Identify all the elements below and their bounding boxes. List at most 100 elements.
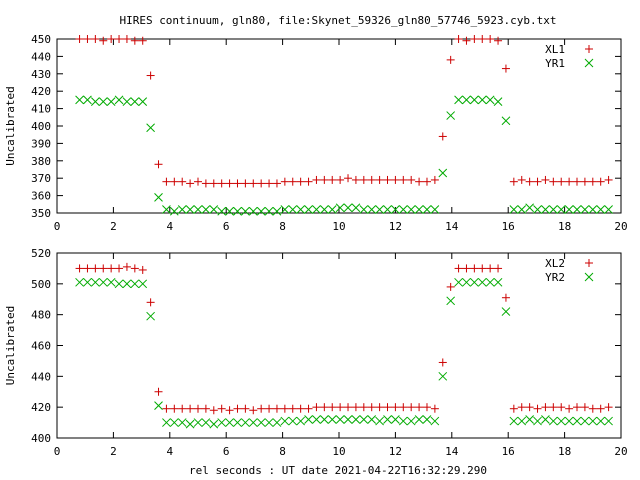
x-tick-label: 16 xyxy=(502,445,515,458)
data-point-XL2 xyxy=(209,406,218,415)
data-point-XL1 xyxy=(249,179,258,188)
data-point-YR1 xyxy=(501,116,511,126)
data-point-XL1 xyxy=(486,35,495,43)
data-point-YR1 xyxy=(319,205,329,214)
data-point-XL1 xyxy=(130,36,139,45)
data-point-XL2 xyxy=(573,403,582,412)
data-point-YR1 xyxy=(517,205,527,214)
data-point-XL2 xyxy=(233,404,242,413)
x-tick-label: 6 xyxy=(223,220,230,233)
data-point-YR1 xyxy=(375,205,384,214)
x-tick-label: 0 xyxy=(54,220,61,233)
data-point-YR1 xyxy=(288,205,298,214)
data-point-XL1 xyxy=(304,177,313,186)
y-tick-label: 450 xyxy=(31,33,51,46)
data-point-YR2 xyxy=(327,415,337,424)
y-tick-label: 420 xyxy=(31,401,51,414)
data-point-XL2 xyxy=(501,293,510,302)
data-point-YR2 xyxy=(470,277,479,287)
data-point-XL2 xyxy=(265,404,274,413)
data-point-YR1 xyxy=(493,97,503,106)
data-point-YR2 xyxy=(209,419,219,429)
data-point-YR2 xyxy=(367,415,377,424)
data-point-YR1 xyxy=(114,95,124,105)
data-point-XL2 xyxy=(257,404,266,413)
data-point-XL1 xyxy=(265,179,274,188)
data-point-XL2 xyxy=(367,403,376,412)
data-point-XL2 xyxy=(320,403,329,412)
data-point-YR1 xyxy=(327,205,337,214)
data-point-XL2 xyxy=(249,406,258,415)
x-tick-label: 20 xyxy=(614,220,627,233)
data-point-YR1 xyxy=(90,97,100,106)
data-point-YR1 xyxy=(580,205,590,214)
y-tick-label: 500 xyxy=(31,278,51,291)
x-axis-label: rel seconds : UT date 2021-04-22T16:32:2… xyxy=(189,464,487,477)
data-point-YR1 xyxy=(470,95,479,105)
data-point-YR1 xyxy=(312,205,321,214)
data-point-YR2 xyxy=(501,307,511,316)
data-point-YR2 xyxy=(130,279,140,289)
plot-title: HIRES continuum, gln80, file:Skynet_5932… xyxy=(119,14,556,27)
data-point-XL1 xyxy=(580,177,589,186)
data-point-XL1 xyxy=(533,177,542,186)
x-tick-label: 20 xyxy=(614,445,627,458)
data-point-XL1 xyxy=(422,177,431,186)
data-point-XL1 xyxy=(565,177,574,186)
data-point-YR2 xyxy=(525,415,534,424)
y-tick-label: 400 xyxy=(31,432,51,445)
data-point-XL2 xyxy=(344,403,353,412)
data-point-XL2 xyxy=(407,403,416,412)
data-point-YR2 xyxy=(391,415,400,424)
data-point-XL2 xyxy=(351,403,360,412)
y-tick-label: 410 xyxy=(31,103,51,116)
data-point-XL2 xyxy=(75,264,84,273)
data-point-YR2 xyxy=(580,416,590,426)
data-point-XL1 xyxy=(75,35,84,43)
data-point-YR2 xyxy=(122,279,132,289)
data-point-XL2 xyxy=(241,404,250,413)
data-point-XL1 xyxy=(122,35,131,43)
data-point-XL1 xyxy=(209,179,218,188)
data-point-YR1 xyxy=(509,205,519,214)
data-point-XL1 xyxy=(233,179,242,188)
data-point-XL2 xyxy=(399,403,408,412)
data-point-XL1 xyxy=(415,177,424,186)
data-point-XL1 xyxy=(438,132,447,141)
data-point-YR1 xyxy=(564,205,574,214)
data-point-XL2 xyxy=(146,298,155,307)
data-point-YR2 xyxy=(398,416,408,426)
data-point-XL2 xyxy=(217,404,226,413)
data-point-YR2 xyxy=(312,415,321,424)
data-point-XL1 xyxy=(446,55,455,64)
data-point-XL2 xyxy=(280,404,289,413)
data-point-YR1 xyxy=(98,97,108,106)
data-point-XL1 xyxy=(296,177,305,186)
x-tick-label: 6 xyxy=(223,445,230,458)
data-point-YR1 xyxy=(430,205,440,214)
data-point-XL1 xyxy=(462,36,471,45)
data-point-YR2 xyxy=(154,401,163,410)
y-tick-label: 370 xyxy=(31,172,51,185)
data-point-XL1 xyxy=(225,179,234,188)
data-point-XL1 xyxy=(186,179,195,188)
data-point-XL1 xyxy=(272,179,281,188)
data-point-XL1 xyxy=(194,177,202,186)
data-point-YR2 xyxy=(572,416,582,426)
data-point-XL1 xyxy=(217,179,226,188)
data-point-XL2 xyxy=(391,403,400,412)
data-point-YR2 xyxy=(319,415,329,424)
data-point-YR2 xyxy=(541,415,550,424)
data-point-YR2 xyxy=(304,415,313,424)
data-point-YR2 xyxy=(201,418,211,427)
data-point-YR1 xyxy=(296,205,306,214)
data-point-XL1 xyxy=(107,35,116,43)
y-tick-label: 460 xyxy=(31,340,51,353)
data-point-XL2 xyxy=(430,404,439,413)
data-point-YR1 xyxy=(572,205,582,214)
data-point-YR1 xyxy=(280,205,290,214)
data-point-YR2 xyxy=(564,416,574,426)
data-point-XL1 xyxy=(588,177,597,186)
data-point-YR2 xyxy=(114,279,124,289)
